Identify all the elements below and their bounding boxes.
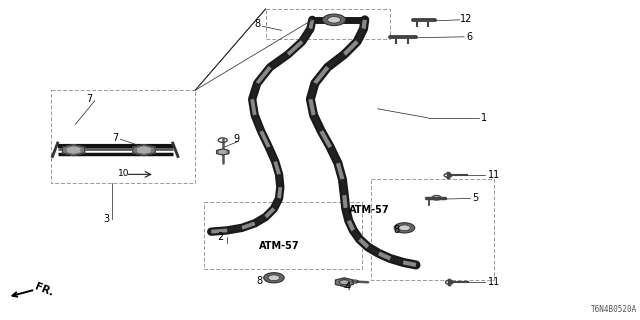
Text: 5: 5 bbox=[472, 193, 479, 204]
Circle shape bbox=[268, 275, 280, 281]
Polygon shape bbox=[220, 150, 226, 154]
Bar bbox=[204, 202, 362, 269]
Circle shape bbox=[394, 223, 415, 233]
Text: 12: 12 bbox=[460, 13, 472, 24]
Text: 8: 8 bbox=[394, 225, 400, 236]
Text: 11: 11 bbox=[488, 277, 500, 287]
Text: 8: 8 bbox=[256, 276, 262, 286]
Text: 8: 8 bbox=[255, 19, 261, 29]
Circle shape bbox=[399, 225, 410, 231]
Text: 11: 11 bbox=[488, 170, 500, 180]
Polygon shape bbox=[335, 278, 353, 287]
Text: 6: 6 bbox=[466, 32, 472, 42]
Text: 1: 1 bbox=[481, 113, 488, 123]
Bar bbox=[371, 179, 494, 280]
Polygon shape bbox=[133, 145, 155, 156]
Text: ATM-57: ATM-57 bbox=[349, 204, 389, 215]
Circle shape bbox=[264, 273, 284, 283]
Text: 10: 10 bbox=[118, 169, 130, 178]
Text: 9: 9 bbox=[234, 134, 240, 144]
Text: FR.: FR. bbox=[33, 281, 55, 298]
Polygon shape bbox=[63, 145, 84, 156]
Circle shape bbox=[328, 17, 340, 23]
Bar bbox=[266, 9, 390, 39]
Text: 2: 2 bbox=[218, 232, 224, 243]
Text: ATM-57: ATM-57 bbox=[259, 241, 300, 251]
Polygon shape bbox=[67, 147, 80, 153]
Text: 3: 3 bbox=[104, 214, 110, 224]
Text: 7: 7 bbox=[112, 132, 118, 143]
Bar bbox=[51, 90, 195, 183]
Text: T6N4B0520A: T6N4B0520A bbox=[591, 305, 637, 314]
Text: 7: 7 bbox=[86, 94, 93, 104]
Polygon shape bbox=[138, 147, 150, 153]
Circle shape bbox=[323, 14, 346, 26]
Text: 4: 4 bbox=[344, 282, 351, 292]
Polygon shape bbox=[216, 149, 229, 155]
Polygon shape bbox=[339, 280, 349, 284]
